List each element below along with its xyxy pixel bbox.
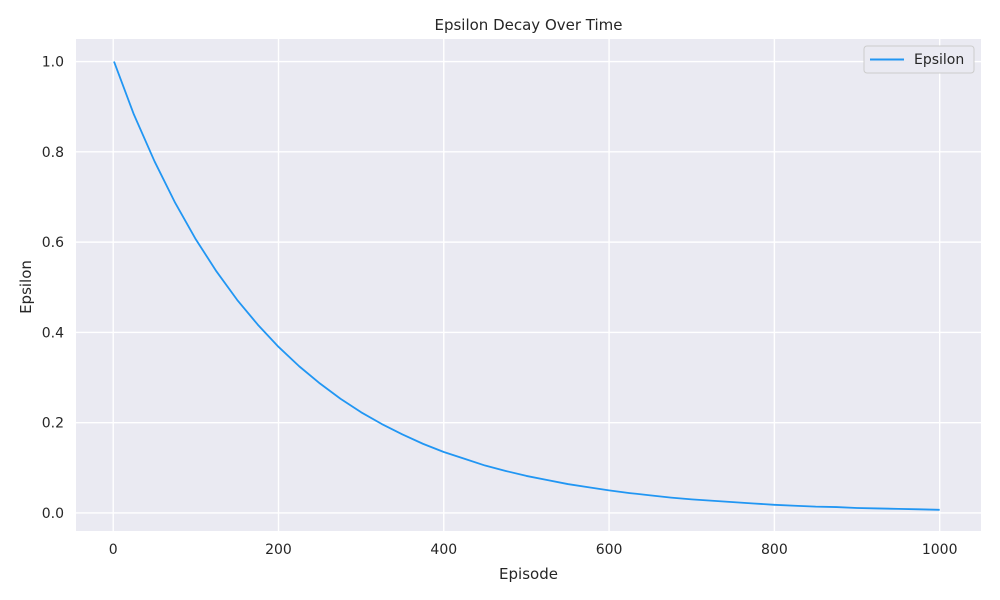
grid-lines — [76, 39, 981, 531]
y-tick-label: 0.4 — [42, 325, 64, 341]
y-tick-label: 0.0 — [42, 506, 64, 522]
x-tick-label: 800 — [761, 542, 788, 558]
plot-background — [76, 39, 981, 531]
legend-entry-epsilon: Epsilon — [914, 52, 964, 68]
x-tick-label: 200 — [265, 542, 292, 558]
series-lines — [113, 61, 940, 511]
x-axis-label: Episode — [499, 565, 558, 583]
y-axis-label: Epsilon — [17, 260, 35, 314]
y-tick-label: 0.8 — [42, 145, 64, 161]
legend-box — [863, 45, 975, 74]
x-tick-labels: 0 200 400 600 800 1000 — [109, 542, 958, 558]
x-tick-label: 600 — [596, 542, 623, 558]
legend: Epsilon — [863, 45, 975, 74]
y-tick-label: 1.0 — [42, 55, 64, 71]
chart-title: Epsilon Decay Over Time — [434, 16, 622, 34]
series-line-epsilon — [113, 61, 940, 511]
y-tick-labels: 0.0 0.2 0.4 0.6 0.8 1.0 — [42, 55, 64, 522]
y-tick-label: 0.2 — [42, 416, 64, 432]
x-tick-label: 400 — [430, 542, 457, 558]
y-tick-label: 0.6 — [42, 235, 64, 251]
x-tick-label: 1000 — [922, 542, 958, 558]
x-tick-label: 0 — [109, 542, 118, 558]
